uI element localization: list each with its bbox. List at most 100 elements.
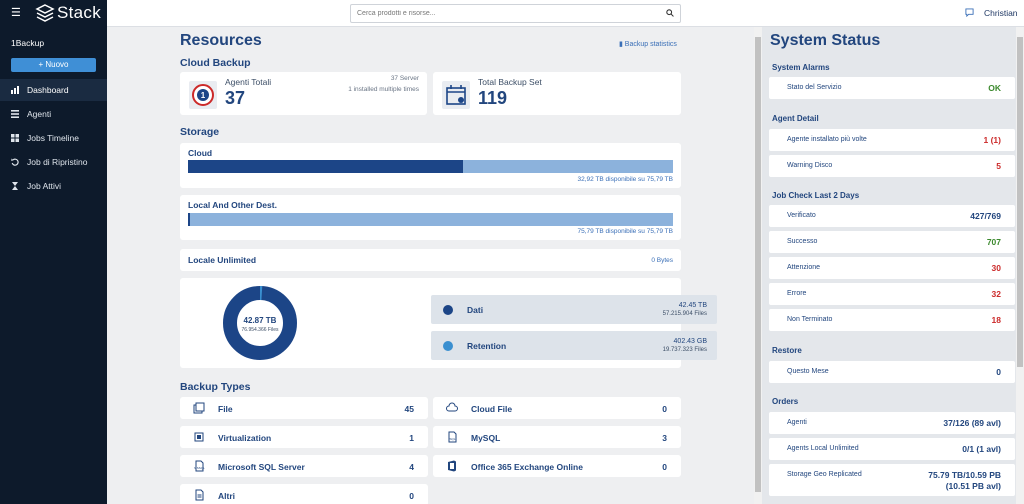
backup-set-card[interactable]: Total Backup Set 119 — [433, 72, 681, 115]
status-row-value-secondary: (10.51 PB avl) — [945, 481, 1001, 491]
status-row-value: 30 — [991, 263, 1001, 273]
restore-icon — [11, 158, 19, 166]
legend-files: 19.737.323 Files — [662, 347, 707, 353]
backup-type-count: 0 — [662, 404, 667, 414]
storage-breakdown-card: 42.87 TB 76.954.366 Files Dati 42.45 TB … — [180, 278, 717, 368]
backup-type-count: 45 — [404, 404, 414, 414]
backup-type-cloud-file[interactable]: Cloud File 0 — [433, 397, 681, 419]
status-row: Attenzione 30 — [769, 257, 1015, 279]
sql-server-icon: MSSQL — [194, 460, 205, 472]
status-row: Agente installato più volte 1 (1) — [769, 129, 1015, 151]
chat-icon[interactable] — [965, 8, 974, 17]
status-row-label: Storage Geo Replicated — [787, 471, 862, 478]
status-row: Successo 707 — [769, 231, 1015, 253]
virtualization-icon — [194, 432, 204, 442]
status-section-title: Agent Detail — [772, 114, 819, 123]
status-row: Warning Disco 5 — [769, 155, 1015, 177]
cloud-storage-note: 32,92 TB disponibile su 75,79 TB — [577, 176, 673, 183]
sidebar-item-job-ripristino[interactable]: Job di Ripristino — [0, 151, 107, 173]
main-scrollbar-thumb[interactable] — [755, 37, 761, 492]
page-title: Resources — [180, 32, 262, 49]
agents-total-label: Agenti Totali — [225, 77, 272, 87]
backup-type-name: Microsoft SQL Server — [218, 462, 305, 472]
list-icon — [11, 110, 19, 118]
status-row: Agenti 37/126 (89 avl) — [769, 412, 1015, 434]
status-section-title: System Alarms — [772, 63, 830, 72]
status-row: Questo Mese 0 — [769, 361, 1015, 383]
status-row-value: 75.79 TB/10.59 PB — [928, 470, 1001, 480]
menu-icon[interactable]: ☰ — [11, 7, 21, 19]
donut-total: 42.87 TB — [244, 316, 277, 325]
sidebar-item-agenti[interactable]: Agenti — [0, 103, 107, 125]
backup-type-altri[interactable]: Altri 0 — [180, 484, 428, 504]
status-row: Agents Local Unlimited 0/1 (1 avl) — [769, 438, 1015, 460]
status-scrollbar-thumb[interactable] — [1017, 37, 1023, 367]
backup-statistics-link[interactable]: ▮ Backup statistics — [619, 40, 677, 48]
office365-icon — [448, 460, 456, 472]
backup-type-count: 0 — [662, 462, 667, 472]
search-icon[interactable] — [666, 9, 674, 17]
cloud-file-icon — [446, 402, 458, 412]
status-row-value: 32 — [991, 289, 1001, 299]
status-row: Verificato 427/769 — [769, 205, 1015, 227]
user-name[interactable]: Christian — [984, 8, 1018, 18]
cloud-storage-bar — [188, 160, 673, 173]
backup-type-file[interactable]: File 45 — [180, 397, 428, 419]
new-button[interactable]: + Nuovo — [11, 58, 96, 72]
backup-type-name: File — [218, 404, 233, 414]
backup-type-name: Office 365 Exchange Online — [471, 462, 583, 472]
backup-type-office365[interactable]: Office 365 Exchange Online 0 — [433, 455, 681, 477]
chart-icon: ▮ — [619, 41, 625, 48]
calendar-icon — [442, 81, 470, 109]
legend-name: Retention — [467, 341, 507, 351]
search-input[interactable] — [351, 5, 651, 22]
app-name: Stack — [57, 3, 102, 22]
main-scrollbar[interactable] — [754, 27, 762, 504]
system-status-panel: System Status System Alarms Stato del Ser… — [762, 27, 1024, 504]
sidebar-item-dashboard[interactable]: Dashboard — [0, 79, 107, 101]
status-section-title: Orders — [772, 397, 799, 406]
status-scrollbar[interactable] — [1016, 27, 1024, 504]
backup-type-virtualization[interactable]: Virtualization 1 — [180, 426, 428, 448]
svg-text:MSSQL: MSSQL — [194, 466, 205, 470]
sidebar-item-label: Job Attivi — [27, 181, 62, 191]
cloud-storage-label: Cloud — [188, 148, 213, 158]
mysql-icon: SQL — [448, 431, 457, 443]
status-row: Stato del Servizio OK — [769, 77, 1015, 99]
status-row-label: Agents Local Unlimited — [787, 445, 859, 452]
backup-type-mysql[interactable]: SQL MySQL 3 — [433, 426, 681, 448]
cloud-backup-title: Cloud Backup — [180, 57, 251, 69]
company-name: 1Backup — [11, 38, 45, 48]
status-row-value: 427/769 — [970, 211, 1001, 221]
backup-set-label: Total Backup Set — [478, 77, 542, 87]
local-storage-label: Local And Other Dest. — [188, 200, 277, 210]
svg-text:SQL: SQL — [449, 437, 455, 441]
status-row-value: 1 (1) — [983, 135, 1001, 145]
agents-total-card[interactable]: 1 Agenti Totali 37 37 Server 1 installed… — [180, 72, 427, 115]
backup-type-count: 3 — [662, 433, 667, 443]
sidebar-item-label: Agenti — [27, 109, 52, 119]
status-section-title: Restore — [772, 346, 802, 355]
document-icon — [195, 489, 204, 501]
backup-set-value: 119 — [478, 88, 508, 108]
sidebar-item-jobs-timeline[interactable]: Jobs Timeline — [0, 127, 107, 149]
status-row: Non Terminato 18 — [769, 309, 1015, 331]
file-icon — [193, 402, 205, 414]
backup-type-count: 4 — [409, 462, 414, 472]
status-row-label: Questo Mese — [787, 368, 829, 375]
status-section-title: Job Check Last 2 Days — [772, 191, 860, 200]
cloud-storage-bar-fill — [188, 160, 463, 173]
status-row-label: Errore — [787, 290, 807, 297]
status-row-value: 5 — [996, 161, 1001, 171]
status-row-value: 0/1 (1 avl) — [962, 444, 1001, 454]
status-row-value: 37/126 (89 avl) — [943, 418, 1001, 428]
agents-server-count: 37 Server — [390, 75, 419, 82]
sidebar-item-job-attivi[interactable]: Job Attivi — [0, 175, 107, 197]
local-storage-card: Local And Other Dest. 75,79 TB disponibi… — [180, 195, 681, 240]
status-row-value: 0 — [996, 367, 1001, 377]
local-storage-bar — [188, 213, 673, 226]
legend-retention: Retention 402.43 GB 19.737.323 Files — [431, 331, 717, 360]
status-row-value: 18 — [991, 315, 1001, 325]
resources-panel: Resources ▮ Backup statistics Cloud Back… — [107, 27, 757, 504]
backup-type-sql-server[interactable]: MSSQL Microsoft SQL Server 4 — [180, 455, 428, 477]
